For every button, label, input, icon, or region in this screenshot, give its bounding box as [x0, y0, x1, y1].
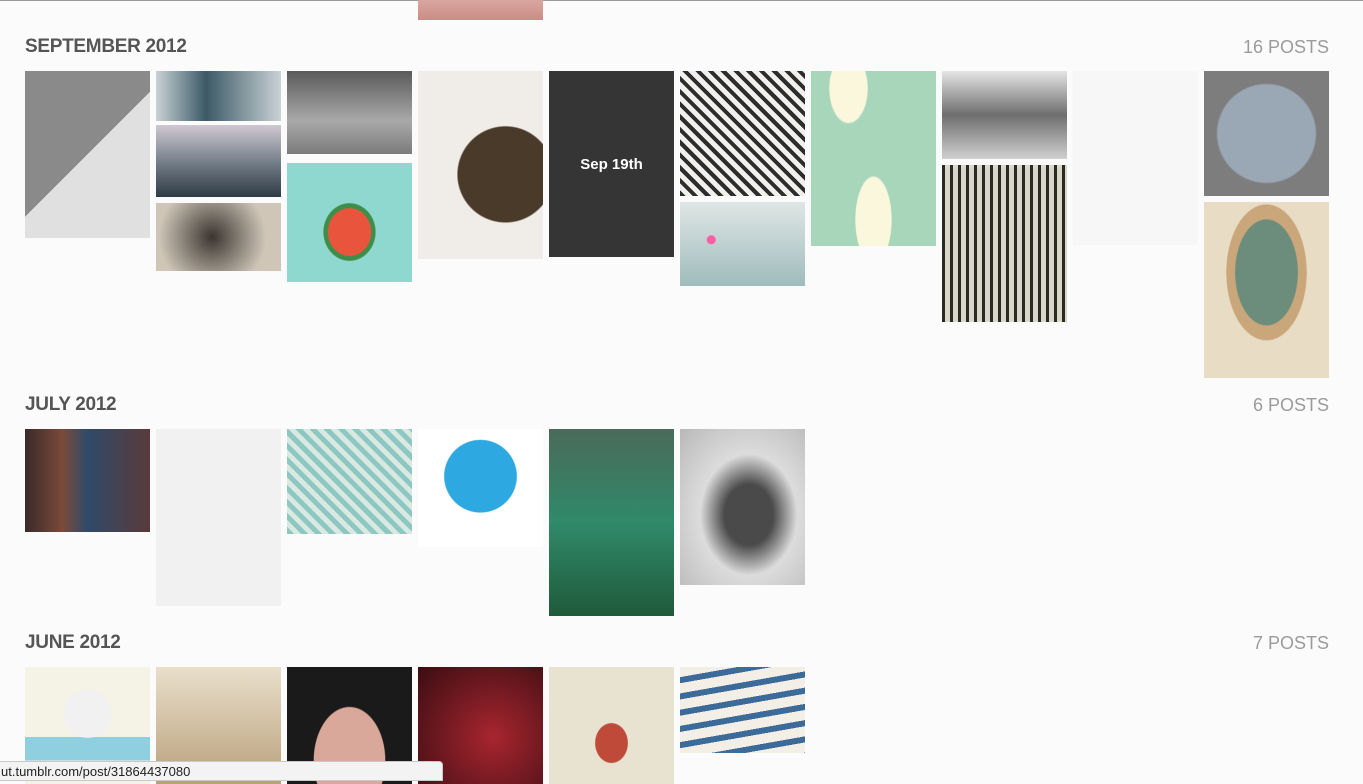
- date-overlay[interactable]: Sep 19th: [549, 71, 674, 257]
- post-thumbnail[interactable]: [156, 203, 281, 271]
- post-thumbnail[interactable]: [942, 165, 1067, 322]
- section-title: JULY 2012: [25, 394, 117, 415]
- post-thumbnail[interactable]: [680, 667, 805, 753]
- post-thumbnail[interactable]: [418, 71, 543, 259]
- overlay-label: Sep 19th: [580, 155, 643, 173]
- post-thumbnail[interactable]: [156, 429, 281, 606]
- section-title: JUNE 2012: [25, 632, 121, 653]
- post-count: 6 POSTS: [1252, 395, 1329, 415]
- post-thumbnail[interactable]: [287, 163, 412, 282]
- post-count: 7 POSTS: [1252, 633, 1329, 653]
- post-thumbnail[interactable]: [549, 429, 674, 616]
- post-count: 16 POSTS: [1242, 37, 1329, 57]
- top-border: [0, 0, 1363, 1]
- post-thumbnail[interactable]: [1204, 202, 1329, 378]
- post-thumbnail[interactable]: [1073, 71, 1198, 245]
- post-thumbnail[interactable]: [680, 71, 805, 196]
- post-thumbnail[interactable]: [549, 667, 674, 784]
- status-bar: ut.tumblr.com/post/31864437080: [0, 761, 443, 781]
- post-thumbnail[interactable]: [287, 429, 412, 534]
- post-thumbnail[interactable]: [680, 202, 805, 286]
- post-thumbnail[interactable]: [287, 71, 412, 154]
- post-thumbnail[interactable]: [25, 71, 150, 238]
- post-thumbnail[interactable]: [680, 429, 805, 585]
- post-thumbnail[interactable]: [811, 71, 936, 246]
- status-url: ut.tumblr.com/post/31864437080: [1, 764, 191, 779]
- post-thumbnail[interactable]: [418, 429, 543, 547]
- post-thumbnail[interactable]: [1204, 71, 1329, 196]
- post-thumbnail[interactable]: [156, 71, 281, 121]
- section-title: SEPTEMBER 2012: [25, 36, 187, 57]
- post-thumbnail[interactable]: [418, 0, 543, 20]
- post-thumbnail[interactable]: [942, 71, 1067, 159]
- post-thumbnail[interactable]: [25, 429, 150, 532]
- post-thumbnail[interactable]: [156, 125, 281, 197]
